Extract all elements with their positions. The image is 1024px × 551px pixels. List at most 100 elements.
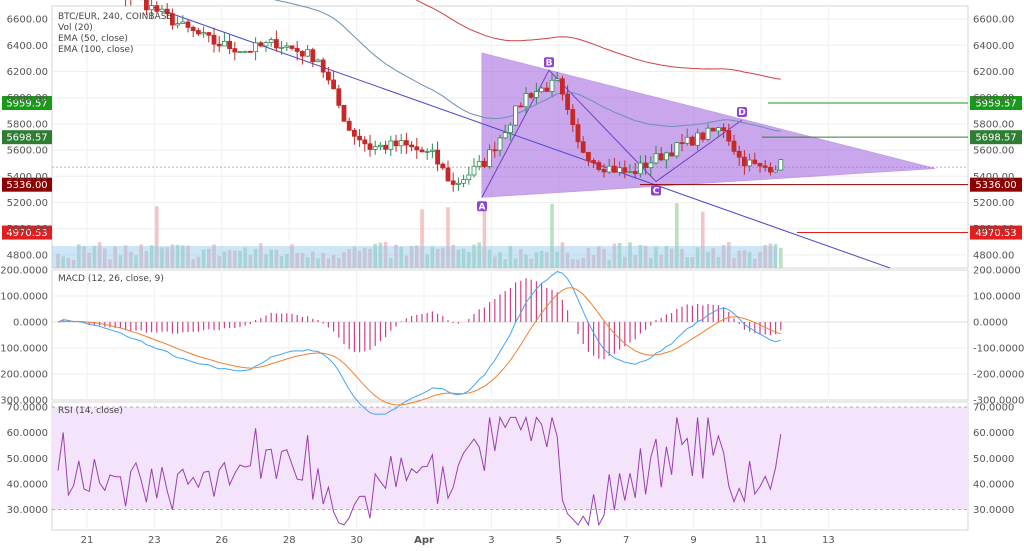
macd-series [52,271,968,415]
candle-body [216,43,222,47]
candle-body [445,167,451,182]
candle-body [653,153,659,164]
volume-bar [285,253,289,268]
volume-bar [779,247,783,268]
candle-body [549,79,555,92]
candle-body [435,149,441,165]
candle-body [143,0,149,11]
volume-bar [513,258,518,268]
level-value-right: 4970.53 [975,228,1016,239]
volume-bar [389,258,393,268]
candle-body [528,93,534,98]
candle-body [388,140,394,150]
volume-bar [342,252,346,268]
volume-bar [337,257,341,268]
candle-body [674,142,680,157]
volume-bar [108,259,112,268]
volume-bar [113,246,117,268]
candle-body [757,163,763,167]
price-tick-left: 6000.00 [7,93,48,104]
volume-bar [456,249,461,268]
price-tick-right: 6600.00 [973,15,1014,26]
volume-bar [66,257,71,268]
volume-ma-area [52,246,777,268]
volume-bar [732,257,736,268]
volume-bar [623,256,627,268]
legend-ema50: EMA (50, close) [58,34,128,44]
candle-body [695,132,700,146]
candle-body [554,78,560,81]
volume-bar [659,254,663,268]
candle-body [279,46,285,49]
volume-bar [394,244,398,268]
candle-body [258,42,264,47]
volume-bar [373,243,377,268]
candle-body [664,152,669,161]
volume-bar [92,245,97,268]
volume-bar [711,248,715,268]
volume-bar [498,251,502,268]
volume-bar [368,248,372,268]
candle-body [513,105,518,126]
candle-body [180,21,186,25]
legend-macd: MACD (12, 26, close, 9) [58,274,164,284]
volume-bar [259,243,263,268]
rsi-tick-left: 30.0000 [7,505,48,516]
candle-body [502,132,508,139]
date-tick: 11 [755,535,768,546]
pattern-point-label: C [653,187,660,197]
candle-body [299,51,305,57]
volume-bar [420,209,424,268]
date-tick: 7 [623,535,629,546]
level-value-left: 4970.53 [6,228,47,239]
candle-body [403,140,409,146]
candle-body [684,136,690,144]
candle-body [466,174,472,181]
candle-body [736,150,742,158]
volume-bar [571,259,575,268]
volume-bar [430,246,435,268]
candle-body [638,162,643,175]
volume-bar [649,257,653,268]
volume-bar [555,251,559,268]
level-lines[interactable]: 5959.57 5959.57 5698.57 5698.57 5336.00 5336.… [2,95,1022,240]
candle-body [643,162,648,169]
candle-body [481,160,487,167]
volume-bar [467,252,471,268]
candle-body [211,34,217,45]
volume-bar [233,250,237,268]
level-badge-left [2,225,52,240]
candle-body [242,50,248,53]
candle-body [768,167,773,173]
level-value-left: 5959.57 [6,98,47,109]
candle-body [398,140,404,147]
level-badge-right [970,130,1022,145]
volume-bar [243,247,247,268]
price-tick-right: 6000.00 [973,93,1014,104]
macd-tick-left: 200.0000 [0,266,48,277]
candle-body [778,159,784,171]
volume-bar [669,248,674,268]
candle-body [169,13,175,26]
signal-line [57,287,781,406]
volume-bar [565,252,570,268]
volume-bar [264,254,268,268]
trend-line[interactable] [149,5,891,269]
ema50-line [273,0,781,132]
volume-bar [279,256,284,268]
candle-body [221,40,227,47]
candle-body [710,127,716,132]
candle-body [424,150,430,153]
volume-bar [545,252,549,268]
level-value-left: 5336.00 [6,180,47,191]
candle-body [331,79,337,90]
volume-bar [617,242,622,268]
candle-body [393,140,399,147]
volume-bar [550,203,554,268]
volume-bar [638,244,643,268]
price-tick-left: 5600.00 [7,146,48,157]
candle-body [372,146,378,150]
candle-body [523,93,529,108]
macd-line [57,271,781,415]
